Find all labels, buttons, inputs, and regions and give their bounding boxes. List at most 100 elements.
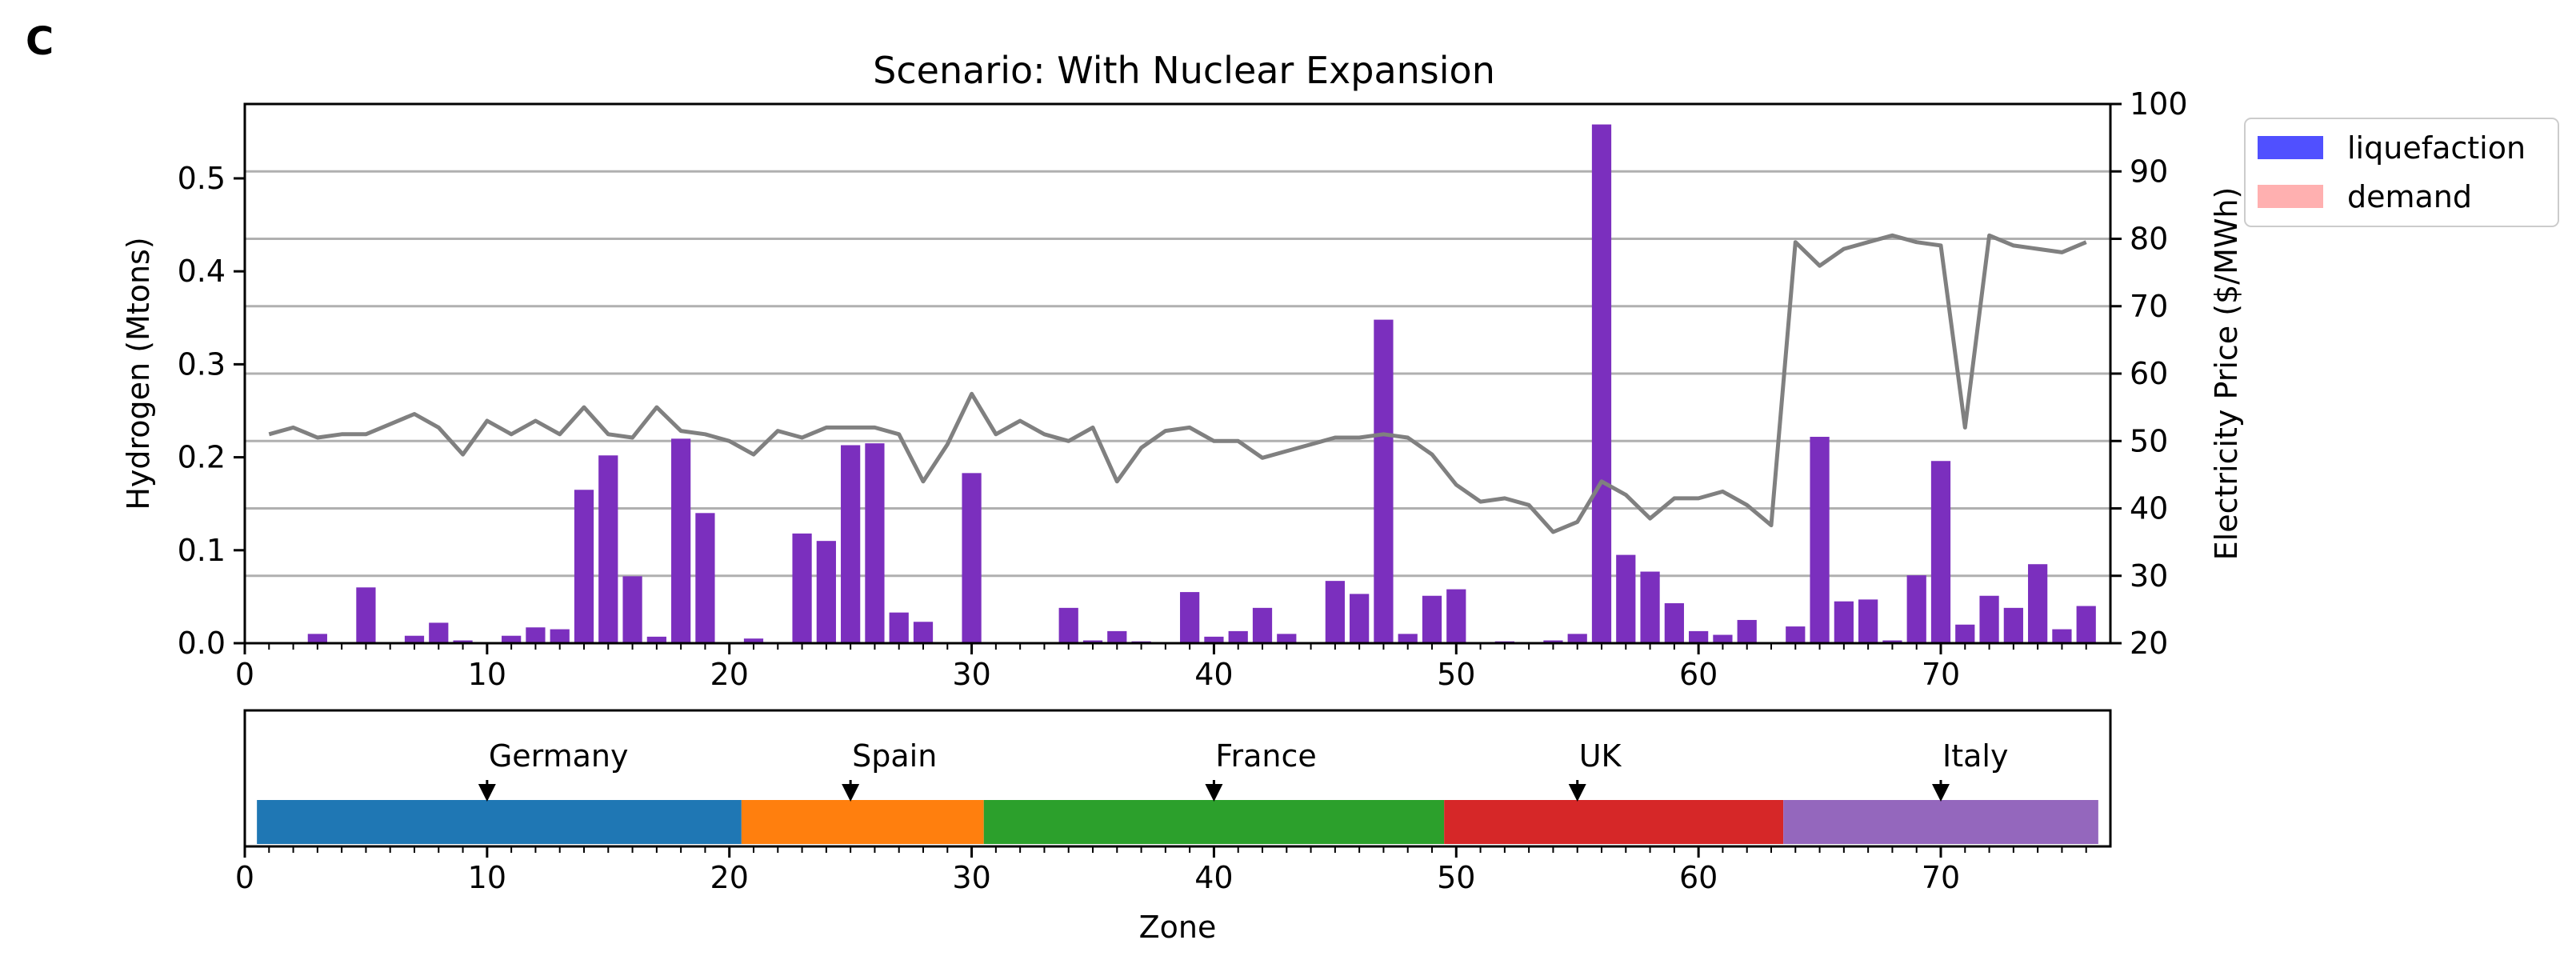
hydrogen-bar	[1180, 592, 1200, 643]
hydrogen-bar	[1446, 589, 1466, 643]
hydrogen-bar	[1882, 640, 1902, 643]
hydrogen-bar	[1664, 603, 1684, 643]
right-y-axis-label: Electricity Price ($/MWh)	[2209, 187, 2244, 561]
hydrogen-bars	[307, 124, 2096, 643]
bottom-x-axis-label: Zone	[1139, 910, 1217, 945]
hydrogen-bar	[1737, 619, 1757, 643]
legend: liquefaction demand	[2244, 118, 2559, 227]
y2-tick-label: 30	[2130, 558, 2168, 594]
hydrogen-bar	[1810, 437, 1830, 643]
hydrogen-bar	[1252, 607, 1273, 643]
hydrogen-bar	[1374, 319, 1394, 643]
hydrogen-bar	[671, 438, 691, 643]
hydrogen-bar	[1082, 640, 1103, 643]
hydrogen-bar	[1834, 601, 1854, 643]
country-arrow	[1932, 784, 1950, 802]
bottom-plot-frame	[243, 709, 2112, 848]
hydrogen-bar	[1689, 630, 1709, 643]
hydrogen-bar	[356, 587, 376, 643]
y2-tick-label: 90	[2130, 154, 2168, 189]
right-y-ticks: 20 30 40 50 60 70 80 90 100	[2110, 86, 2188, 661]
country-arrow	[842, 784, 860, 802]
country-zone-uk	[1444, 800, 1784, 844]
hydrogen-bar	[1930, 461, 1951, 643]
y2-tick-label: 40	[2130, 491, 2168, 526]
x-tick-label: 30	[952, 657, 990, 692]
y2-tick-label: 50	[2130, 423, 2168, 458]
left-y-axis-label: Hydrogen (Mtons)	[121, 237, 156, 510]
hydrogen-bar	[816, 541, 836, 643]
y-tick-label: 0.5	[178, 161, 226, 196]
legend-label-liquefaction: liquefaction	[2347, 130, 2526, 166]
hydrogen-bar	[2052, 629, 2072, 643]
hydrogen-bar	[2076, 606, 2096, 643]
electricity-price-line	[268, 233, 2087, 534]
hydrogen-bar	[1325, 581, 1345, 643]
hydrogen-bar	[429, 622, 449, 643]
hydrogen-bar	[502, 635, 522, 643]
country-label: France	[1215, 738, 1316, 774]
hydrogen-bar	[526, 627, 546, 643]
x-tick-label: 0	[235, 860, 254, 895]
x-tick-label: 10	[468, 860, 506, 895]
top-x-ticks: 0 10 20 30 40 50 60 70	[235, 643, 2087, 692]
hydrogen-bar	[1058, 607, 1078, 643]
country-arrow	[1205, 784, 1223, 802]
legend-label-demand: demand	[2347, 179, 2472, 214]
country-arrow	[1568, 784, 1586, 802]
y2-tick-label: 80	[2130, 222, 2168, 257]
hydrogen-bar	[1955, 624, 1975, 643]
x-tick-label: 70	[1922, 657, 1960, 692]
hydrogen-bar	[865, 443, 885, 643]
hydrogen-bar	[404, 635, 425, 643]
x-tick-label: 40	[1194, 860, 1233, 895]
x-tick-label: 20	[710, 860, 749, 895]
legend-swatch-demand	[2258, 185, 2323, 208]
bottom-x-ticks: 0 10 20 30 40 50 60 70	[235, 846, 2087, 895]
hydrogen-bar	[841, 445, 861, 643]
country-zone-spain	[741, 800, 984, 844]
hydrogen-bar	[1398, 634, 1418, 643]
y2-tick-label: 70	[2130, 289, 2168, 324]
hydrogen-bar	[1713, 634, 1733, 643]
hydrogen-bar	[1979, 595, 1999, 643]
hydrogen-bar	[622, 576, 642, 643]
x-tick-label: 50	[1437, 860, 1475, 895]
y2-tick-label: 100	[2130, 86, 2188, 122]
y2-tick-label: 20	[2130, 626, 2168, 661]
hydrogen-bar	[1567, 634, 1587, 643]
x-tick-label: 50	[1437, 657, 1475, 692]
country-zone-bars: Germany Spain France UK Italy	[257, 738, 2098, 844]
hydrogen-bar	[792, 533, 812, 643]
hydrogen-bar	[2003, 607, 2023, 643]
country-label: UK	[1579, 738, 1622, 774]
gridlines	[245, 102, 2110, 645]
hydrogen-bar	[743, 638, 764, 643]
x-tick-label: 10	[468, 657, 506, 692]
y-tick-label: 0.1	[178, 533, 226, 568]
hydrogen-bar	[1204, 636, 1224, 643]
hydrogen-bar	[1350, 594, 1370, 643]
hydrogen-bar	[1228, 630, 1248, 643]
hydrogen-bar	[550, 629, 570, 643]
country-label: Spain	[852, 738, 937, 774]
x-tick-label: 0	[235, 657, 254, 692]
country-zone-france	[983, 800, 1445, 844]
left-y-ticks: 0.0 0.1 0.2 0.3 0.4 0.5	[178, 161, 245, 661]
y-tick-label: 0.0	[178, 626, 226, 661]
hydrogen-bar	[695, 513, 715, 643]
hydrogen-bar	[889, 612, 909, 643]
country-label: Italy	[1942, 738, 2008, 774]
hydrogen-bar	[1786, 626, 1806, 643]
hydrogen-bar	[913, 622, 934, 643]
hydrogen-bar	[2028, 564, 2048, 643]
legend-swatch-liquefaction	[2258, 136, 2323, 159]
y2-tick-label: 60	[2130, 356, 2168, 391]
hydrogen-bar	[1543, 640, 1563, 643]
x-tick-label: 60	[1679, 860, 1718, 895]
country-label: Germany	[489, 738, 629, 774]
country-zone-italy	[1783, 800, 2098, 844]
y-tick-label: 0.2	[178, 440, 226, 475]
hydrogen-bar	[453, 640, 473, 643]
